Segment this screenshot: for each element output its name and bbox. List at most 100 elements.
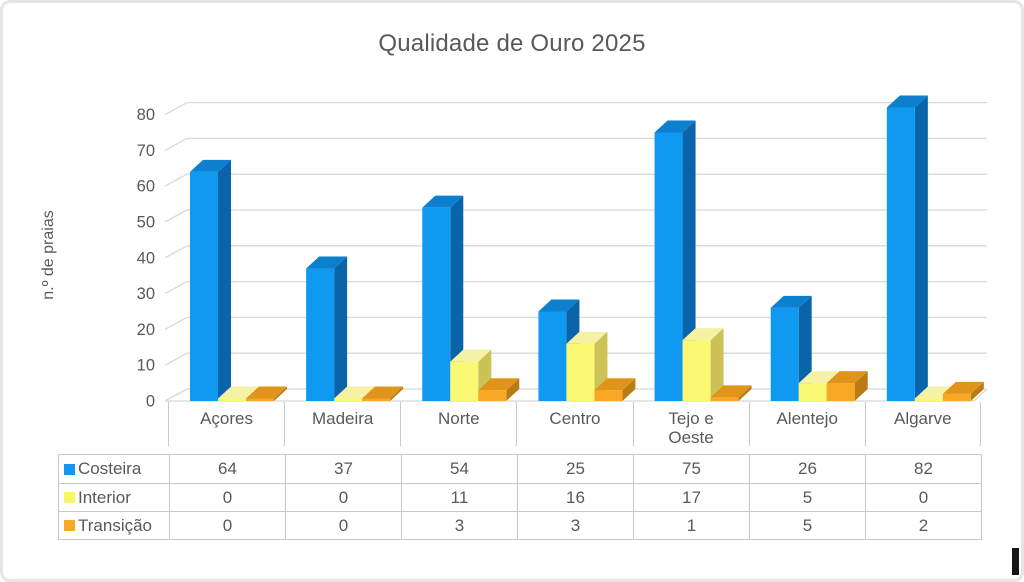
bar-costeira-6: [886, 95, 928, 401]
bar-front-face: [218, 398, 246, 401]
value-cell: 1: [633, 511, 749, 539]
bar-top-face: [654, 120, 696, 133]
y-tick-label: 10: [137, 357, 155, 375]
bar-side-face: [854, 371, 868, 401]
bar-side-face: [334, 256, 348, 401]
value-cell: 17: [633, 483, 749, 511]
bar-top-face: [710, 385, 752, 398]
bar-side-face: [390, 386, 404, 401]
legend-cell-costeira: Costeira: [59, 455, 169, 483]
gridline-depth-tick: [164, 245, 188, 259]
bar-costeira-0: [190, 159, 231, 401]
bar-top-face: [190, 159, 231, 172]
y-tick-label: 20: [137, 321, 155, 339]
y-tick-label: 60: [137, 178, 155, 196]
legend-label: Interior: [78, 487, 131, 507]
bar-front-face: [798, 383, 827, 401]
bar-front-face: [334, 398, 363, 401]
bar-transição-0: [246, 386, 287, 401]
bar-front-face: [538, 311, 567, 401]
bar-top-face: [450, 349, 492, 362]
legend-cell-interior: Interior: [59, 483, 169, 511]
legend-label: Transição: [78, 515, 153, 535]
bar-side-face: [682, 120, 696, 401]
y-tick-label: 30: [137, 285, 155, 303]
value-cell: 0: [865, 483, 981, 511]
bar-transição-3: [594, 378, 636, 401]
value-cell: 82: [865, 455, 981, 483]
bar-front-face: [594, 390, 623, 401]
category-label: Algarve: [864, 402, 981, 446]
gridline-depth-tick: [164, 281, 188, 295]
bar-costeira-2: [422, 195, 464, 401]
value-cell: 0: [285, 511, 401, 539]
text-cursor-artifact: [1012, 548, 1019, 575]
value-cell: 16: [517, 483, 633, 511]
category-label-text: Alentejo: [776, 409, 838, 428]
bar-top-face: [798, 371, 840, 384]
category-label: Norte: [400, 402, 516, 446]
bar-front-face: [770, 307, 799, 401]
bar-front-face: [826, 383, 855, 401]
bar-transição-6: [942, 381, 984, 401]
bar-side-face: [914, 95, 928, 401]
gridline-depth-tick: [164, 173, 188, 187]
bar-front-face: [566, 343, 595, 401]
bar-side-face: [738, 385, 752, 401]
category-label-text: Madeira: [311, 409, 374, 428]
category-label-text: Centro: [549, 409, 601, 428]
y-tick-label: 0: [146, 393, 155, 411]
bar-top-face: [594, 378, 636, 391]
bar-front-face: [246, 398, 274, 401]
category-label-text: Algarve: [893, 409, 952, 428]
bar-top-face: [334, 386, 376, 399]
bar-front-face: [654, 132, 683, 401]
bar-costeira-4: [654, 120, 696, 401]
gridline-depth-tick: [164, 316, 188, 330]
chart-title: Qualidade de Ouro 2025: [378, 30, 646, 57]
value-cell: 54: [401, 455, 517, 483]
bar-top-face: [246, 386, 287, 399]
bar-front-face: [450, 361, 479, 401]
bar-top-face: [682, 328, 724, 341]
bar-side-face: [506, 378, 520, 401]
bar-top-face: [886, 95, 928, 108]
bar-chart-3d: 0 10 20 30 40 50 60 70 80: [137, 95, 988, 411]
gridline-depth-tick: [164, 137, 188, 151]
bar-costeira-1: [306, 256, 348, 401]
bar-top-face: [566, 331, 608, 344]
legend-swatch-icon: [64, 520, 75, 531]
bar-front-face: [682, 340, 711, 401]
bar-transição-4: [710, 385, 752, 401]
category-label: Centro: [516, 402, 632, 446]
y-tick-label: 70: [137, 142, 155, 160]
bar-side-face: [274, 386, 287, 401]
value-cell: 26: [749, 455, 865, 483]
bar-front-face: [886, 107, 915, 401]
bar-front-face: [710, 397, 739, 401]
value-cell: 75: [633, 455, 749, 483]
bar-interior-4: [682, 328, 724, 401]
y-tick-labels: 0 10 20 30 40 50 60 70 80: [137, 106, 155, 410]
bar-front-face: [306, 268, 335, 401]
bar-side-face: [622, 378, 636, 401]
category-label-text: Tejo e Oeste: [668, 409, 714, 447]
bar-top-face: [942, 381, 984, 394]
bars: [190, 95, 984, 401]
bar-top-face: [538, 299, 580, 312]
category-label-text: Norte: [438, 409, 480, 428]
value-cell: 3: [401, 511, 517, 539]
bar-top-face: [218, 386, 259, 399]
bar-side-face: [450, 195, 464, 401]
bar-top-face: [770, 295, 812, 308]
bar-costeira-5: [770, 295, 812, 401]
legend-label: Costeira: [78, 459, 142, 478]
bar-front-face: [914, 398, 943, 401]
value-cell: 25: [517, 455, 633, 483]
bar-front-face: [942, 393, 971, 401]
gridline-depth-tick: [164, 352, 188, 366]
bar-top-face: [306, 256, 348, 269]
category-label: Tejo e Oeste: [632, 402, 749, 447]
gridline-depth-tick: [164, 102, 188, 116]
